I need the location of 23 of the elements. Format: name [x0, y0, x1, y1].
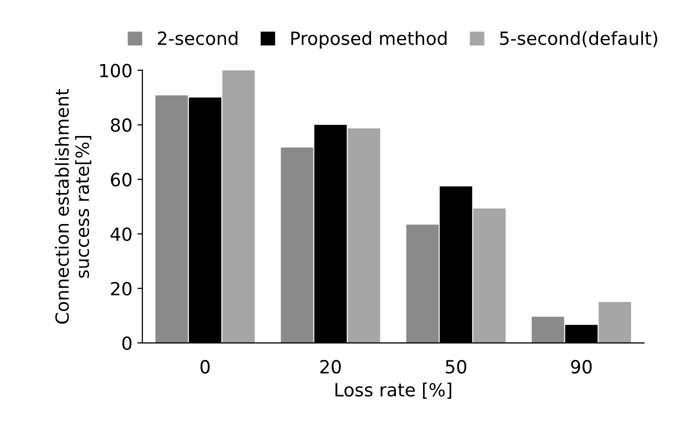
legend-label: 2-second: [158, 31, 238, 46]
x-tick-label: 90: [571, 360, 592, 374]
x-axis-title: Loss rate [%]: [336, 382, 452, 399]
y-axis-title: Connection establishment success rate[%]: [54, 88, 92, 324]
y-tick-label: 60: [110, 172, 132, 186]
bar: [532, 316, 564, 343]
bar: [473, 208, 506, 343]
y-tick-label: 20: [111, 282, 132, 296]
bar: [348, 128, 380, 343]
x-tick-label: 0: [200, 360, 210, 374]
bar: [406, 224, 439, 343]
y-tick-label: 80: [110, 118, 132, 132]
x-tick-label: 20: [320, 360, 341, 374]
bar: [280, 147, 314, 343]
legend-label: Proposed method: [291, 31, 447, 49]
legend-label: 5-second(default): [500, 31, 658, 48]
bar: [222, 70, 255, 343]
x-tick-label: 50: [446, 360, 466, 374]
y-tick-label: 100: [100, 64, 132, 78]
bar: [598, 302, 632, 343]
bar: [155, 95, 188, 343]
y-tick-label: 40: [110, 227, 132, 241]
y-tick-label: 0: [122, 336, 132, 350]
